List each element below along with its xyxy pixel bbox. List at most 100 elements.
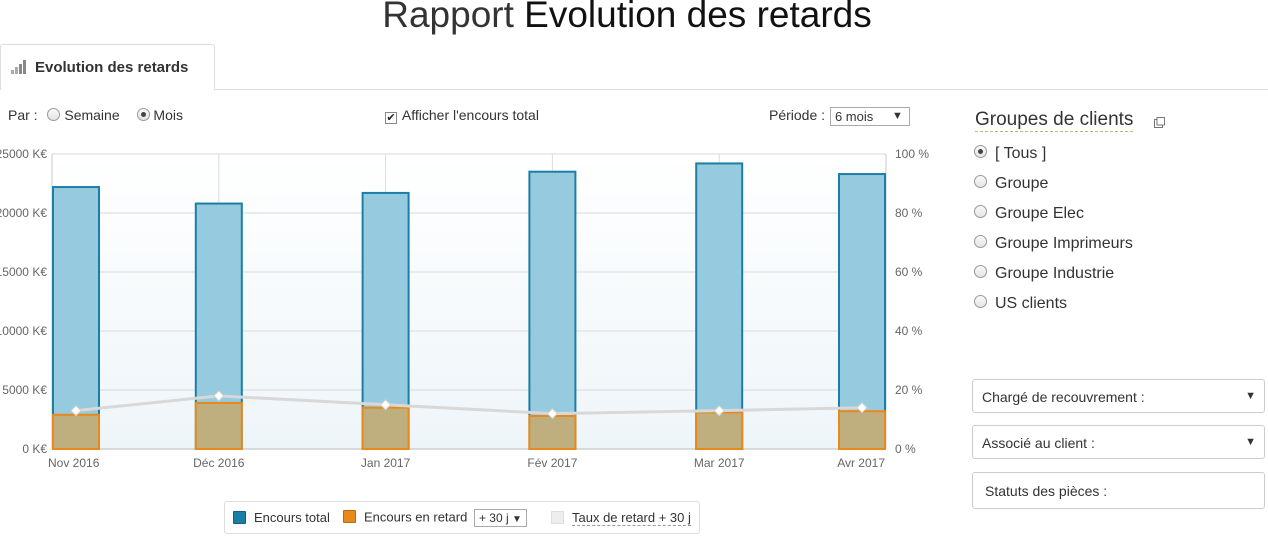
bar-encours-retard <box>838 410 886 450</box>
bar-encours-retard <box>695 411 744 451</box>
associe-client-label: Associé au client : <box>982 435 1095 451</box>
y-left-tick-label: 20000 K€ <box>0 206 47 220</box>
retard-threshold-value: + 30 j <box>478 511 509 525</box>
y-right-tick-label: 40 % <box>895 324 923 338</box>
x-tick-label: Fév 2017 <box>527 456 577 470</box>
taux-point <box>546 407 559 420</box>
y-axis-left: 0 K€ 5000 K€ 10000 K€ 15000 K€ 20000 K€ 25000… <box>0 147 47 456</box>
group-label: Groupe Imprimeurs <box>995 235 1133 252</box>
charge-recouvrement-select[interactable]: Chargé de recouvrement : ▼ <box>972 379 1265 413</box>
legend-item-retard[interactable]: Encours en retard + 30 j ▼ <box>343 509 527 527</box>
bar-encours-retard <box>528 414 577 450</box>
afficher-encours-control[interactable]: ✔ Afficher l'encours total <box>385 107 539 124</box>
taux-point <box>856 401 868 414</box>
bar-encours-total <box>528 170 577 450</box>
legend-label-retard: Encours en retard <box>364 509 468 525</box>
y-right-tick-label: 60 % <box>895 265 923 279</box>
x-tick-label: Avr 2017 <box>837 456 885 470</box>
bar-encours-retard <box>52 413 100 450</box>
taux-line-series <box>70 390 868 420</box>
group-radio[interactable] <box>974 145 987 158</box>
legend-item-taux[interactable]: Taux de retard + 30 j <box>551 510 691 526</box>
group-label: [ Tous ] <box>995 145 1047 162</box>
afficher-encours-label[interactable]: Afficher l'encours total <box>401 107 539 123</box>
taux-point <box>379 399 392 411</box>
granularity-controls: Par : Semaine Mois <box>8 107 183 123</box>
evolution-chart: 0 K€ 5000 K€ 10000 K€ 15000 K€ 20000 K€ 25000… <box>0 147 929 470</box>
group-label: US clients <box>995 295 1068 312</box>
chevron-down-icon: ▼ <box>1245 436 1256 448</box>
taux-point <box>70 404 82 417</box>
group-option[interactable]: Groupe Imprimeurs <box>974 235 1133 265</box>
legend-swatch-total <box>233 511 246 524</box>
periode-control: Période : 6 mois ▼ <box>769 107 910 126</box>
legend-swatch-taux <box>551 511 564 524</box>
tab-gap <box>1 89 214 91</box>
y-right-tick-label: 0 % <box>895 442 916 456</box>
plot-background <box>52 154 886 449</box>
chevron-down-icon: ▼ <box>892 110 903 122</box>
chevron-down-icon: ▼ <box>1245 390 1256 402</box>
tab-evolution-retards[interactable]: Evolution des retards <box>0 44 215 90</box>
retard-threshold-select[interactable]: + 30 j ▼ <box>473 509 527 527</box>
group-option[interactable]: Groupe <box>974 175 1133 205</box>
y-left-tick-label: 15000 K€ <box>0 265 47 279</box>
bar-encours-retard <box>194 401 243 451</box>
x-tick-label: Nov 2016 <box>48 456 100 470</box>
bars-encours-retard <box>52 401 886 451</box>
x-tick-label: Mar 2017 <box>694 456 745 470</box>
page-title: Rapport Evolution des retards <box>0 0 1254 36</box>
bar-chart-icon <box>11 60 27 74</box>
page-title-prefix: Rapport <box>382 0 514 35</box>
statuts-pieces-label: Statuts des pièces : <box>985 483 1108 499</box>
chart-legend: Encours total Encours en retard + 30 j ▼… <box>224 501 700 534</box>
group-option[interactable]: [ Tous ] <box>974 145 1133 175</box>
periode-label: Période : <box>769 107 826 124</box>
external-link-icon[interactable] <box>1154 117 1165 128</box>
group-option[interactable]: US clients <box>974 295 1133 325</box>
x-tick-label: Déc 2016 <box>193 456 245 470</box>
legend-swatch-retard <box>343 510 356 524</box>
y-left-tick-label: 25000 K€ <box>0 147 47 161</box>
y-axis-right: 0 % 20 % 40 % 60 % 80 % 100 % <box>895 147 929 456</box>
group-radio[interactable] <box>974 205 987 218</box>
afficher-encours-checkbox[interactable]: ✔ <box>385 112 397 124</box>
semaine-radio[interactable] <box>47 108 61 121</box>
y-left-tick-label: 5000 K€ <box>2 383 47 397</box>
y-right-tick-label: 100 % <box>895 147 929 161</box>
group-radio[interactable] <box>974 295 987 308</box>
x-tick-label: Jan 2017 <box>361 456 411 470</box>
group-option[interactable]: Groupe Industrie <box>974 265 1133 295</box>
statuts-pieces-field[interactable]: Statuts des pièces : <box>972 472 1265 509</box>
taux-point <box>713 404 725 417</box>
group-radio[interactable] <box>974 235 987 248</box>
group-label: Groupe Elec <box>995 205 1084 222</box>
group-radio[interactable] <box>974 175 987 188</box>
semaine-label[interactable]: Semaine <box>64 107 120 123</box>
chevron-down-icon: ▼ <box>512 514 522 525</box>
group-label: Groupe Industrie <box>995 265 1115 282</box>
periode-select[interactable]: 6 mois ▼ <box>829 107 910 126</box>
legend-item-total[interactable]: Encours total <box>233 510 330 525</box>
par-label: Par : <box>8 107 38 123</box>
y-right-tick-label: 20 % <box>895 383 923 397</box>
group-radio[interactable] <box>974 265 987 278</box>
x-axis: Nov 2016 Déc 2016 Jan 2017 Fév 2017 Mar 2017… <box>48 456 885 470</box>
tab-label: Evolution des retards <box>35 59 189 76</box>
groupes-clients-title[interactable]: Groupes de clients <box>975 109 1134 132</box>
y-left-tick-label: 10000 K€ <box>0 324 47 338</box>
mois-label[interactable]: Mois <box>153 107 183 123</box>
charge-recouvrement-label: Chargé de recouvrement : <box>982 389 1145 405</box>
legend-label-taux: Taux de retard + 30 j <box>572 510 691 526</box>
groupes-list: [ Tous ] Groupe Groupe Elec Groupe Imprimeu… <box>974 145 1133 325</box>
bar-encours-total <box>695 162 744 450</box>
associe-client-select[interactable]: Associé au client : ▼ <box>972 425 1265 459</box>
mois-radio[interactable] <box>136 108 150 121</box>
bar-encours-retard <box>361 406 410 451</box>
y-right-tick-label: 80 % <box>895 206 923 220</box>
tab-bar-line <box>0 89 1268 90</box>
taux-line <box>75 394 863 416</box>
periode-value: 6 mois <box>834 109 874 124</box>
group-option[interactable]: Groupe Elec <box>974 205 1133 235</box>
page-title-main: Evolution des retards <box>524 0 872 35</box>
